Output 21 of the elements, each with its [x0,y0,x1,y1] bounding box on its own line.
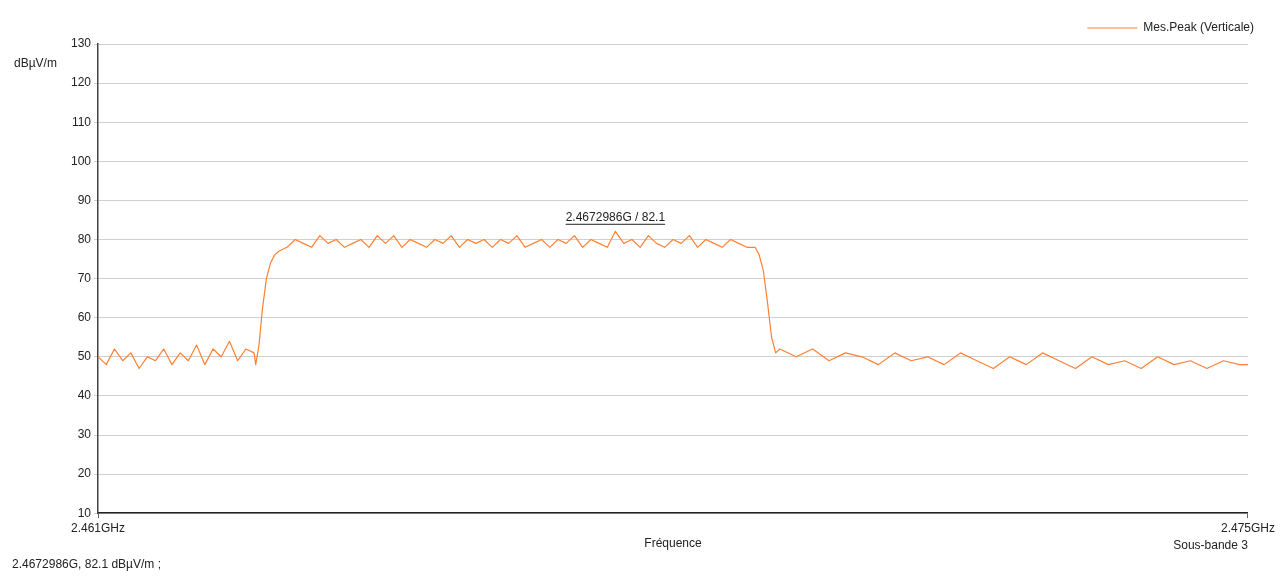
y-tick-label: 120 [70,75,92,90]
y-tick-label: 30 [77,427,92,442]
y-tick-label: 110 [71,114,92,129]
y-tick-label: 20 [77,466,92,481]
y-tick-label: 60 [77,310,92,325]
y-tick-label: 40 [77,388,92,403]
y-tick-label: 80 [77,231,92,246]
text: Sous-bande 3 [1173,537,1249,552]
x-tick-label: 2.475GHz [1220,520,1275,535]
y-axis-title: dBµV/m [14,55,57,70]
y-tick-label: 90 [77,192,92,207]
x-tick-label: 2.461GHz [71,520,126,535]
y-tick-label: 50 [77,349,92,364]
y-tick-label: 10 [77,505,92,520]
annotation: 2.4672986G / 82.1 [565,209,666,224]
y-tick-label: 130 [70,36,92,51]
y-tick-label: 70 [77,270,92,285]
text: 2.4672986G, 82.1 dBµV/m ; [12,557,162,572]
x-axis-title: Fréquence [644,536,703,551]
y-tick-label: 100 [70,153,92,168]
legend-label: Mes.Peak (Verticale) [1143,20,1255,35]
